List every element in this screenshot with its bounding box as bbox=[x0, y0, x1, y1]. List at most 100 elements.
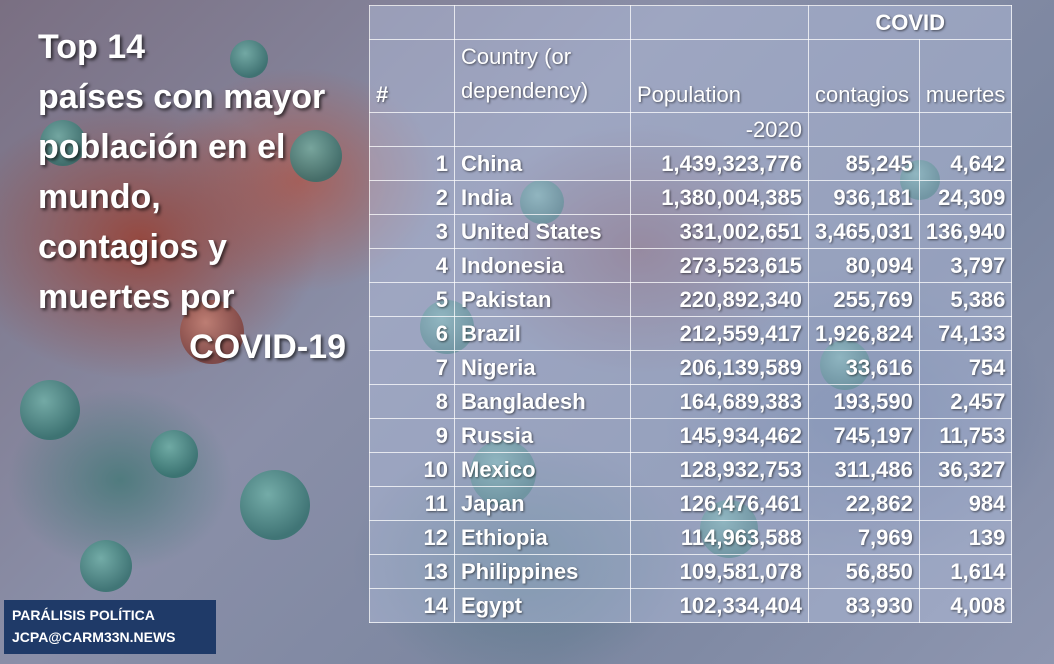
header-rank: # bbox=[369, 39, 455, 113]
credit-line-2: JCPA@CARM33N.NEWS bbox=[12, 629, 176, 645]
cell-rank: 1 bbox=[369, 146, 455, 181]
table-row: 6 Brazil 212,559,417 1,926,824 74,133 bbox=[369, 316, 1013, 351]
cell-population: 331,002,651 bbox=[630, 214, 809, 249]
cell-rank: 7 bbox=[369, 350, 455, 385]
cell-population: 220,892,340 bbox=[630, 282, 809, 317]
cell-rank: 2 bbox=[369, 180, 455, 215]
cell-muertes: 1,614 bbox=[918, 554, 1013, 589]
cell-population: 164,689,383 bbox=[630, 384, 809, 419]
cell-contagios: 311,486 bbox=[808, 452, 920, 487]
cell-rank: 10 bbox=[369, 452, 455, 487]
cell-population: 1,380,004,385 bbox=[630, 180, 809, 215]
cell-contagios: 193,590 bbox=[808, 384, 920, 419]
cell-country: Pakistan bbox=[454, 282, 631, 317]
table-row: 14 Egypt 102,334,404 83,930 4,008 bbox=[369, 588, 1013, 623]
cell-country: Ethiopia bbox=[454, 520, 631, 555]
cell-contagios: 85,245 bbox=[808, 146, 920, 181]
cell-contagios: 33,616 bbox=[808, 350, 920, 385]
cell-population: 273,523,615 bbox=[630, 248, 809, 283]
cell-country: China bbox=[454, 146, 631, 181]
cell-muertes: 36,327 bbox=[918, 452, 1013, 487]
header-covid-group: COVID bbox=[807, 5, 1013, 40]
cell-rank: 9 bbox=[369, 418, 455, 453]
cell-population: 212,559,417 bbox=[630, 316, 809, 351]
cell-country: Nigeria bbox=[454, 350, 631, 385]
cell-rank: 13 bbox=[369, 554, 455, 589]
cell-population: 126,476,461 bbox=[630, 486, 809, 521]
header-population: Population bbox=[630, 39, 809, 113]
title-line: Top 14 bbox=[38, 28, 146, 66]
header-empty-cell bbox=[808, 112, 920, 147]
credit-line-1: PARÁLISIS POLÍTICA bbox=[12, 607, 155, 623]
cell-rank: 5 bbox=[369, 282, 455, 317]
title-line: población en el bbox=[38, 128, 286, 166]
header-row-year: -2020 bbox=[369, 112, 1013, 147]
page-title: Top 14 países con mayor población en el … bbox=[38, 22, 358, 372]
cell-population: 109,581,078 bbox=[630, 554, 809, 589]
header-population-year: -2020 bbox=[630, 112, 809, 147]
header-row-columns: # Country (or dependency) Population con… bbox=[369, 39, 1013, 113]
cell-contagios: 745,197 bbox=[808, 418, 920, 453]
cell-population: 128,932,753 bbox=[630, 452, 809, 487]
table-row: 8 Bangladesh 164,689,383 193,590 2,457 bbox=[369, 384, 1013, 419]
cell-muertes: 5,386 bbox=[918, 282, 1013, 317]
cell-muertes: 2,457 bbox=[918, 384, 1013, 419]
table-row: 11 Japan 126,476,461 22,862 984 bbox=[369, 486, 1013, 521]
table-row: 7 Nigeria 206,139,589 33,616 754 bbox=[369, 350, 1013, 385]
cell-population: 1,439,323,776 bbox=[630, 146, 809, 181]
table-row: 2 India 1,380,004,385 936,181 24,309 bbox=[369, 180, 1013, 215]
header-empty-cell bbox=[369, 5, 455, 40]
cell-muertes: 4,642 bbox=[918, 146, 1013, 181]
header-empty-cell bbox=[454, 112, 631, 147]
cell-rank: 6 bbox=[369, 316, 455, 351]
table-row: 12 Ethiopia 114,963,588 7,969 139 bbox=[369, 520, 1013, 555]
cell-muertes: 136,940 bbox=[918, 214, 1013, 249]
header-contagios: contagios bbox=[808, 39, 920, 113]
table-row: 1 China 1,439,323,776 85,245 4,642 bbox=[369, 146, 1013, 181]
header-country: Country (or dependency) bbox=[454, 39, 631, 113]
table-row: 3 United States 331,002,651 3,465,031 136,94… bbox=[369, 214, 1013, 249]
cell-country: India bbox=[454, 180, 631, 215]
cell-muertes: 984 bbox=[918, 486, 1013, 521]
table-row: 9 Russia 145,934,462 745,197 11,753 bbox=[369, 418, 1013, 453]
header-muertes: muertes bbox=[918, 39, 1013, 113]
cell-rank: 12 bbox=[369, 520, 455, 555]
table-row: 13 Philippines 109,581,078 56,850 1,614 bbox=[369, 554, 1013, 589]
cell-muertes: 24,309 bbox=[918, 180, 1013, 215]
header-empty-cell bbox=[918, 112, 1013, 147]
cell-country: Egypt bbox=[454, 588, 631, 623]
cell-country: Russia bbox=[454, 418, 631, 453]
header-empty-cell bbox=[630, 5, 809, 40]
cell-muertes: 3,797 bbox=[918, 248, 1013, 283]
cell-rank: 4 bbox=[369, 248, 455, 283]
cell-contagios: 936,181 bbox=[808, 180, 920, 215]
cell-population: 102,334,404 bbox=[630, 588, 809, 623]
cell-country: United States bbox=[454, 214, 631, 249]
covid-table: COVID # Country (or dependency) Populati… bbox=[369, 5, 1013, 623]
cell-rank: 3 bbox=[369, 214, 455, 249]
credit-badge: PARÁLISIS POLÍTICA JCPA@CARM33N.NEWS bbox=[4, 600, 216, 654]
cell-country: Bangladesh bbox=[454, 384, 631, 419]
cell-muertes: 4,008 bbox=[918, 588, 1013, 623]
cell-contagios: 3,465,031 bbox=[808, 214, 920, 249]
cell-contagios: 56,850 bbox=[808, 554, 920, 589]
cell-population: 206,139,589 bbox=[630, 350, 809, 385]
cell-rank: 8 bbox=[369, 384, 455, 419]
cell-contagios: 1,926,824 bbox=[808, 316, 920, 351]
cell-population: 114,963,588 bbox=[630, 520, 809, 555]
cell-country: Japan bbox=[454, 486, 631, 521]
cell-country: Brazil bbox=[454, 316, 631, 351]
table-row: 4 Indonesia 273,523,615 80,094 3,797 bbox=[369, 248, 1013, 283]
cell-population: 145,934,462 bbox=[630, 418, 809, 453]
title-line: muertes por bbox=[38, 278, 235, 316]
cell-muertes: 11,753 bbox=[918, 418, 1013, 453]
cell-country: Philippines bbox=[454, 554, 631, 589]
cell-country: Mexico bbox=[454, 452, 631, 487]
title-line: mundo, bbox=[38, 178, 161, 216]
cell-rank: 11 bbox=[369, 486, 455, 521]
cell-rank: 14 bbox=[369, 588, 455, 623]
title-line: COVID-19 bbox=[189, 328, 346, 366]
title-line: contagios y bbox=[38, 228, 227, 266]
header-empty-cell bbox=[454, 5, 631, 40]
cell-contagios: 80,094 bbox=[808, 248, 920, 283]
